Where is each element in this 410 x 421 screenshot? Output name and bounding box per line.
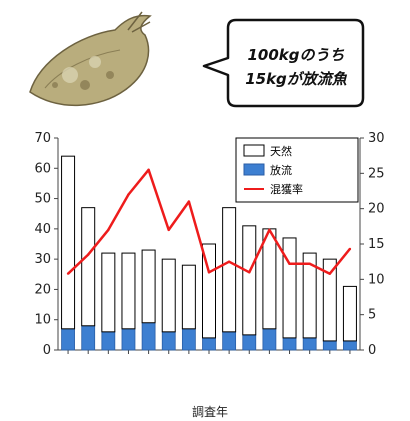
legend-label-released: 放流 (270, 163, 292, 177)
rate-point (288, 262, 291, 265)
y-tick-label-right: 30 (368, 131, 385, 146)
y-tick-label-right: 5 (368, 308, 376, 323)
y-tick-label-right: 25 (368, 166, 385, 181)
rate-point (167, 228, 170, 232)
y-tick-label-left: 70 (34, 131, 51, 146)
rate-point (268, 228, 271, 232)
y-tick-label-left: 10 (34, 313, 51, 328)
bar-natural (141, 249, 156, 324)
bar-natural (282, 237, 297, 339)
y-tick-label-left: 60 (34, 161, 51, 176)
bar-natural (181, 264, 196, 330)
bar-released (343, 340, 357, 351)
flounder-illustration (29, 11, 152, 107)
bar-released (81, 325, 96, 351)
legend: 天然 放流 混獲率 (235, 137, 359, 203)
bar-released (141, 322, 156, 351)
y-tick-label-left: 50 (34, 192, 51, 207)
y-tick-label-left: 20 (34, 282, 51, 297)
y-tick-label-left: 40 (34, 222, 51, 237)
bar-natural (121, 252, 136, 330)
rate-point (147, 168, 150, 171)
legend-swatch-released (243, 163, 265, 176)
rate-point (87, 253, 90, 256)
callout-line-2: 15kgが放流魚 (245, 70, 348, 88)
bar-natural (202, 243, 216, 339)
rate-point (207, 271, 211, 274)
axes: 0 10 20 30 40 50 60 70 0 5 10 15 20 25 30 (34, 131, 384, 358)
rate-point (107, 228, 110, 232)
bar-natural (342, 285, 357, 342)
bar-released (282, 337, 297, 351)
rate-point (248, 271, 251, 274)
legend-label-natural: 天然 (270, 144, 292, 158)
bar-released (262, 328, 277, 351)
callout-line-1: 100kgのうち (247, 46, 344, 64)
bar-released (161, 331, 176, 351)
rate-point (187, 200, 191, 203)
x-axis-title: 調査年 (192, 405, 228, 419)
legend-swatch-natural (243, 144, 265, 157)
rate-line-layer (66, 168, 352, 275)
bar-natural (322, 258, 337, 342)
bar-natural (101, 252, 116, 333)
legend-label-rate: 混獲率 (270, 182, 303, 196)
y-tick-label-right: 20 (368, 202, 385, 217)
bar-natural (262, 228, 277, 330)
rate-point (127, 193, 130, 196)
bar-released (302, 337, 317, 351)
rate-point (308, 262, 311, 265)
bar-released (61, 328, 75, 351)
bar-natural (222, 207, 237, 333)
y-tick-label-left: 0 (43, 343, 51, 358)
rate-point (348, 247, 352, 251)
bar-released (121, 328, 136, 351)
bar-natural (161, 258, 176, 333)
bar-released (322, 340, 337, 351)
bar-released (242, 334, 257, 351)
bar-natural (302, 252, 317, 339)
bar-released (181, 328, 196, 351)
y-tick-label-right: 10 (368, 272, 385, 287)
y-tick-label-right: 15 (368, 237, 385, 252)
bar-released (202, 337, 216, 351)
rate-point (227, 260, 231, 263)
bar-released (222, 331, 237, 351)
rate-point (66, 272, 70, 275)
callout-bubble: 100kgのうち 15kgが放流魚 (202, 18, 365, 108)
rate-point (328, 272, 331, 275)
y-tick-label-right: 0 (368, 343, 376, 358)
bar-natural (61, 155, 76, 330)
bar-released (101, 331, 116, 351)
y-tick-label-left: 30 (34, 252, 51, 267)
bar-natural (81, 207, 96, 327)
bar-natural (242, 225, 257, 336)
